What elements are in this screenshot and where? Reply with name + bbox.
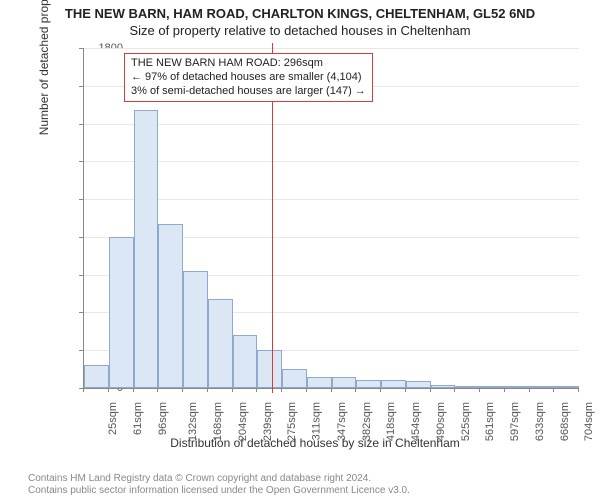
page-subtitle: Size of property relative to detached ho… — [0, 21, 600, 42]
x-tick-mark — [578, 388, 579, 392]
histogram-bar — [307, 377, 332, 388]
page-title: THE NEW BARN, HAM ROAD, CHARLTON KINGS, … — [0, 0, 600, 21]
x-tick-mark — [504, 388, 505, 392]
histogram-bar — [208, 299, 233, 388]
gridline — [84, 124, 579, 125]
x-tick-mark — [281, 388, 282, 392]
x-tick-mark — [454, 388, 455, 392]
annotation-line-3: 3% of semi-detached houses are larger (1… — [131, 85, 366, 99]
x-tick-mark — [553, 388, 554, 392]
footer-copyright: Contains HM Land Registry data © Crown c… — [28, 473, 371, 484]
x-tick-label: 704sqm — [583, 402, 595, 441]
x-tick-label: 311sqm — [310, 402, 322, 440]
histogram-bar — [183, 271, 208, 388]
histogram-bar — [406, 381, 431, 388]
x-tick-mark — [157, 388, 158, 392]
y-axis-label: Number of detached properties — [37, 0, 51, 135]
x-tick-mark — [133, 388, 134, 392]
x-tick-mark — [430, 388, 431, 392]
annotation-line-2: ← 97% of detached houses are smaller (4,… — [131, 71, 366, 85]
histogram-bar — [381, 380, 406, 388]
histogram-bar — [554, 386, 579, 388]
histogram-bar — [257, 350, 282, 388]
x-tick-mark — [182, 388, 183, 392]
x-tick-mark — [207, 388, 208, 392]
x-tick-mark — [256, 388, 257, 392]
gridline — [84, 161, 579, 162]
x-tick-mark — [83, 388, 84, 392]
x-tick-mark — [405, 388, 406, 392]
histogram-bar — [84, 365, 109, 388]
histogram-bar — [109, 237, 134, 388]
annotation-box: THE NEW BARN HAM ROAD: 296sqm ← 97% of d… — [124, 53, 373, 102]
histogram-bar — [282, 369, 307, 388]
x-tick-mark — [306, 388, 307, 392]
histogram-bar — [530, 386, 555, 388]
x-tick-label: 61sqm — [132, 402, 144, 435]
x-tick-mark — [108, 388, 109, 392]
x-tick-mark — [380, 388, 381, 392]
histogram-chart: Number of detached properties 0200400600… — [45, 48, 585, 428]
histogram-bar — [158, 224, 183, 388]
x-tick-mark — [331, 388, 332, 392]
histogram-bar — [455, 386, 480, 388]
x-tick-mark — [479, 388, 480, 392]
gridline — [84, 199, 579, 200]
x-axis-label: Distribution of detached houses by size … — [45, 436, 585, 478]
plot-area: THE NEW BARN HAM ROAD: 296sqm ← 97% of d… — [83, 48, 579, 389]
histogram-bar — [134, 110, 159, 388]
x-tick-mark — [355, 388, 356, 392]
histogram-bar — [233, 335, 258, 388]
x-tick-label: 96sqm — [157, 402, 169, 435]
annotation-line-1: THE NEW BARN HAM ROAD: 296sqm — [131, 57, 366, 71]
histogram-bar — [431, 385, 456, 388]
footer-license: Contains public sector information licen… — [28, 485, 410, 496]
histogram-bar — [332, 377, 357, 388]
x-tick-label: 25sqm — [107, 402, 119, 435]
x-tick-mark — [232, 388, 233, 392]
histogram-bar — [356, 380, 381, 389]
histogram-bar — [480, 386, 505, 388]
gridline — [84, 48, 579, 49]
x-tick-mark — [529, 388, 530, 392]
histogram-bar — [505, 386, 530, 388]
